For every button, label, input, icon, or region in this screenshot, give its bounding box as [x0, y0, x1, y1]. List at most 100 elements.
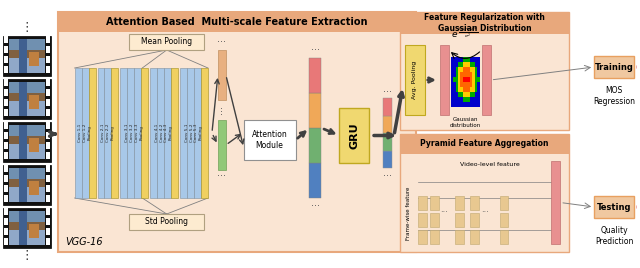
Text: ···: ··· [311, 45, 320, 55]
Bar [460, 66, 463, 72]
Bar [470, 61, 473, 67]
Bar [29, 52, 39, 66]
Bar [9, 50, 45, 58]
Bar [9, 168, 45, 202]
Text: Conv 5-1
Conv 5-2
Conv 5-3
Pooling: Conv 5-1 Conv 5-2 Conv 5-3 Pooling [185, 124, 203, 142]
Bar [455, 196, 464, 210]
Bar [458, 81, 461, 87]
Bar [451, 66, 454, 72]
Bar [134, 68, 141, 198]
Bar [46, 56, 50, 63]
Bar [470, 72, 473, 77]
Bar [456, 81, 458, 87]
Bar [58, 12, 416, 32]
Bar [475, 96, 477, 102]
Bar [475, 102, 477, 107]
Bar [9, 179, 45, 187]
Bar [470, 81, 473, 87]
Bar [46, 109, 50, 116]
Bar [9, 82, 45, 116]
Bar [383, 116, 392, 133]
Bar [19, 39, 27, 73]
Bar [157, 68, 164, 198]
Bar [4, 99, 8, 106]
Bar [4, 109, 8, 116]
Bar [475, 76, 477, 82]
Bar [460, 81, 463, 87]
Bar [465, 102, 468, 107]
Bar [458, 66, 461, 72]
Bar [470, 213, 479, 227]
Bar [463, 66, 466, 72]
Bar [4, 208, 8, 215]
Bar [418, 196, 427, 210]
Bar [46, 46, 50, 53]
Bar [310, 163, 321, 198]
Bar [453, 66, 456, 72]
Bar [458, 57, 461, 62]
Bar [451, 81, 454, 87]
Bar [470, 230, 479, 244]
Bar [218, 50, 226, 100]
Bar [475, 91, 477, 97]
Bar [460, 96, 463, 102]
Text: ···: ··· [218, 37, 227, 47]
Text: Avg. Pooling: Avg. Pooling [412, 61, 417, 99]
Bar [453, 57, 456, 62]
Bar [451, 76, 454, 82]
Bar [440, 45, 449, 115]
Bar [46, 122, 50, 129]
Text: Mean Pooling: Mean Pooling [141, 38, 192, 47]
Bar [218, 120, 226, 170]
Bar [129, 214, 204, 230]
Bar [470, 102, 473, 107]
Bar [9, 125, 45, 159]
Bar [405, 45, 425, 115]
Text: ···: ··· [440, 209, 448, 218]
Bar [46, 132, 50, 139]
Bar [164, 68, 171, 198]
Bar [477, 57, 480, 62]
Text: Video-level feature: Video-level feature [460, 162, 520, 166]
Bar [4, 66, 8, 73]
Bar [9, 136, 45, 144]
Bar [458, 96, 461, 102]
Bar [88, 68, 95, 198]
Bar [453, 76, 456, 82]
Bar [46, 228, 50, 235]
Bar [481, 45, 490, 115]
Bar [453, 96, 456, 102]
Bar [472, 72, 476, 77]
Bar [453, 91, 456, 97]
Bar [463, 91, 466, 97]
Bar [460, 72, 463, 77]
Bar [9, 39, 45, 73]
Text: Frame-wise feature: Frame-wise feature [406, 186, 412, 240]
Bar [430, 213, 439, 227]
Bar [463, 96, 466, 102]
Bar [472, 91, 476, 97]
Bar [453, 72, 456, 77]
Bar [477, 91, 480, 97]
Bar [477, 66, 480, 72]
Bar [456, 61, 458, 67]
Bar [465, 61, 468, 67]
Bar [9, 222, 45, 230]
Bar [46, 238, 50, 245]
Text: Conv 1-1
Conv 1-2
Pooling: Conv 1-1 Conv 1-2 Pooling [79, 124, 92, 142]
Text: Gaussian
distribution: Gaussian distribution [449, 117, 481, 128]
Text: ···: ··· [481, 209, 488, 218]
Text: Std Pooling: Std Pooling [145, 218, 188, 226]
Bar [453, 61, 456, 67]
Bar [46, 99, 50, 106]
Text: Training: Training [595, 62, 634, 72]
Bar [551, 161, 560, 244]
Bar [9, 228, 45, 245]
Bar [475, 81, 477, 87]
Bar [468, 87, 470, 92]
Bar [472, 76, 476, 82]
Bar [339, 108, 369, 163]
Bar [46, 165, 50, 172]
Bar [499, 230, 508, 244]
Bar [4, 185, 8, 192]
